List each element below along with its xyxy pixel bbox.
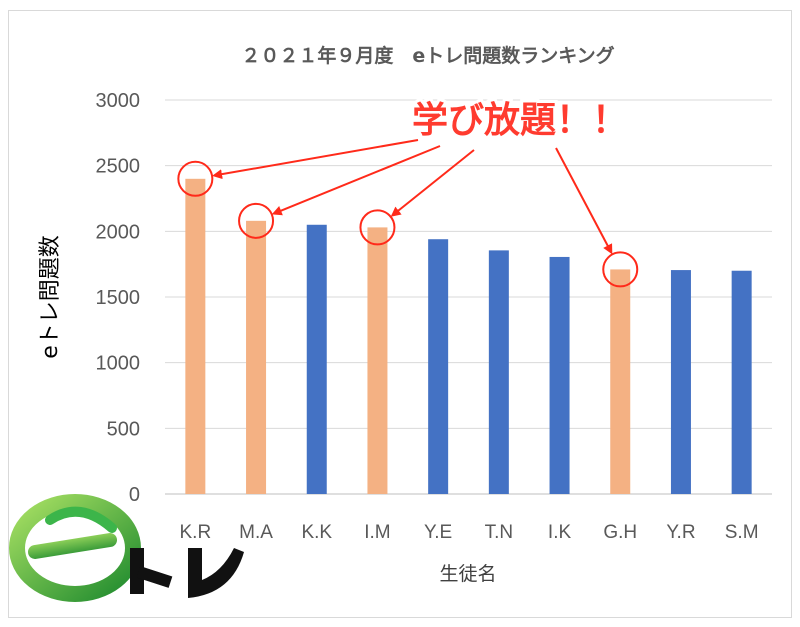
bars [185,178,752,495]
bar-s-m [731,270,752,494]
highlight-circle [602,251,639,288]
annotation-arrow [212,139,419,180]
bar-k-r [185,178,206,495]
highlight-circle [359,209,396,246]
x-tick-label: S.M [725,522,759,543]
e-logo-icon [9,494,141,602]
y-tick-label: 2000 [96,221,141,243]
logo-wordmark [130,548,244,598]
x-axis-title: 生徒名 [439,563,496,585]
bar-k-k [306,224,327,494]
bar-g-h [610,269,631,494]
y-tick-label: 500 [107,418,140,440]
x-tick-label: T.N [485,522,514,543]
x-tick-label: I.M [364,522,390,543]
annotation-layer [177,139,639,288]
y-tick-label: 2500 [96,156,141,178]
annotation-arrow [271,145,441,216]
chart-frame [8,10,792,618]
y-tick-label: 0 [129,484,140,506]
x-tick-label: K.K [301,522,332,543]
annotation-arrow [555,147,613,255]
x-tick-label: M.A [239,522,273,543]
y-tick-label: 3000 [96,90,141,112]
x-tick-label: Y.E [424,522,452,543]
logo [9,494,244,602]
bar-i-m [367,227,388,495]
y-tick-label: 1000 [96,353,141,375]
annotation-arrow [390,149,475,217]
x-tick-label: G.H [603,522,637,543]
y-tick-label: 1500 [96,287,141,309]
gridlines [165,99,772,495]
x-tick-label: Y.R [666,522,695,543]
bar-y-r [670,270,691,494]
bar-m-a [246,220,267,494]
bar-y-e [428,239,449,494]
highlight-circle [238,202,275,239]
x-tick-label: I.K [548,522,572,543]
y-axis-title: eトレ問題数 [38,235,63,359]
bar-i-k [549,256,570,494]
y-axis-ticks: 0 500 1000 1500 2000 2500 3000 [96,90,141,506]
x-tick-label: K.R [180,522,212,543]
annotation-callout: 学び放題！！ [412,99,628,141]
bar-t-n [488,250,509,494]
chart-title: ２０２１年９月度 eトレ問題数ランキング [241,44,614,67]
x-axis-ticks: K.R M.A K.K I.M Y.E T.N I.K G.H Y.R S.M [180,522,759,543]
